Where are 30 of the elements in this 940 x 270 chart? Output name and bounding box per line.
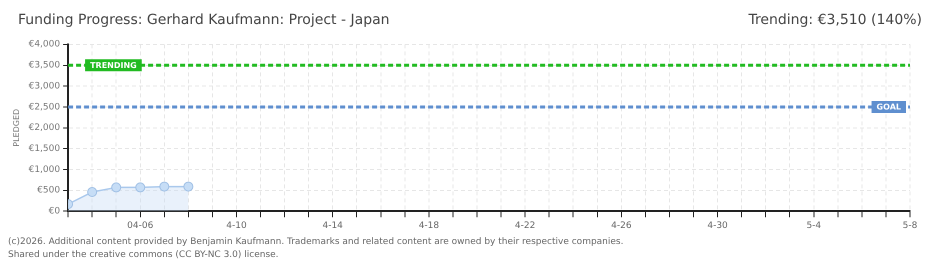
x-tick-label: 4-26 [611,220,632,231]
point [135,182,146,192]
y-tick-label: €4,000 [28,40,60,50]
ref-line-label: GOAL [876,102,902,112]
point [159,182,170,192]
text: Trending: €3,510 (140%) [748,12,922,28]
point [183,182,194,192]
y-axis-title: PLEDGED [12,108,21,147]
y-tick-label: €3,000 [28,81,60,92]
y-tick-label: €500 [37,186,60,196]
x-tick-label: 4-14 [322,220,344,231]
x-tick-label: 4-10 [226,220,247,231]
x-tick-label: 5-4 [806,220,822,231]
x-tick-label: 5-8 [902,220,918,231]
y-tick-label: €3,500 [28,60,60,71]
point [111,182,122,192]
y-tick-label: €2,500 [28,102,60,112]
x-tick-label: 4-18 [418,220,440,231]
chart-title: Funding Progress: Gerhard Kaufmann: Project - Japan [18,12,390,28]
y-tick-label: €0 [48,206,60,217]
y-tick-label: €2,000 [28,123,60,134]
text: (c)2026. Additional content provided by Benjamin Kaufmann. Trademarks and related content are owned by their respective companies. [8,236,624,249]
x-tick-label: 4-22 [514,220,536,231]
x-tick-label: 04-06 [127,220,154,231]
x-tick-label: 4-30 [707,220,728,231]
y-tick-label: €1,500 [28,144,60,154]
point [87,187,98,198]
text: Shared under the creative commons (CC BY-NC 3.0) license. [8,249,280,262]
y-tick-label: €1,000 [28,164,60,175]
ref-line-label: TRENDING [90,60,137,70]
